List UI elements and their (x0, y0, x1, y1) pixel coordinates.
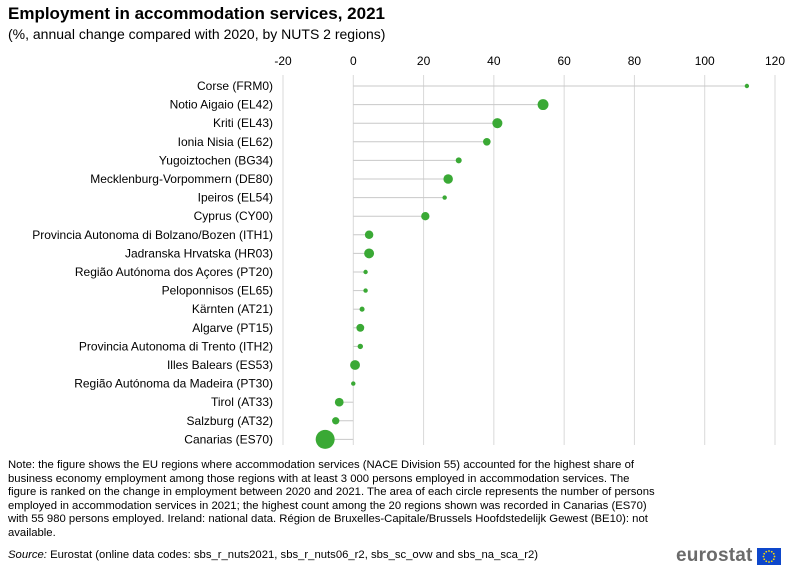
data-point (364, 230, 374, 240)
flag-star (762, 555, 764, 557)
category-label: Mecklenburg-Vorpommern (DE80) (90, 172, 273, 186)
category-label: Corse (FRM0) (197, 79, 273, 93)
category-label: Região Autónoma dos Açores (PT20) (75, 265, 273, 279)
data-point (351, 381, 356, 386)
category-label: Kriti (EL43) (213, 116, 273, 130)
data-point (744, 83, 750, 89)
data-point (455, 157, 462, 164)
data-point (364, 248, 375, 259)
x-tick-label: 60 (557, 54, 571, 68)
chart-title: Employment in accommodation services, 20… (8, 4, 385, 23)
category-label: Algarve (PT15) (192, 321, 273, 335)
x-tick-label: 20 (417, 54, 431, 68)
data-point (356, 323, 365, 332)
category-label: Salzburg (AT32) (187, 414, 273, 428)
x-tick-label: 40 (487, 54, 501, 68)
x-tick-label: 80 (628, 54, 642, 68)
data-point (537, 99, 549, 111)
chart-subtitle: (%, annual change compared with 2020, by… (8, 26, 386, 42)
data-point (315, 429, 335, 449)
data-point (421, 212, 430, 221)
category-label: Kärnten (AT21) (192, 302, 273, 316)
flag-star (770, 550, 773, 553)
data-point (363, 288, 368, 293)
category-label: Cyprus (CY00) (194, 209, 273, 223)
data-point (350, 360, 360, 370)
bubble-chart: -20 0 20 40 60 80 100 120 Corse (FRM0) Notio Aiga… (32, 54, 785, 449)
category-label: Ionia Nisia (EL62) (178, 135, 273, 149)
data-point (443, 174, 453, 184)
data-point (357, 343, 364, 350)
source-text: Eurostat (online data codes: sbs_r_nuts2… (46, 549, 539, 561)
x-tick-label: 120 (765, 54, 785, 68)
data-point (334, 397, 344, 407)
eu-flag-icon (756, 547, 781, 565)
category-label: Provincia Autonoma di Trento (ITH2) (79, 339, 273, 353)
flag-star (770, 559, 773, 562)
category-label: Canarias (ES70) (184, 432, 273, 446)
category-label: Ipeiros (EL54) (198, 191, 273, 205)
data-point (442, 195, 447, 200)
data-point (359, 306, 365, 312)
category-label: Illes Balears (ES53) (167, 358, 273, 372)
flag-star (764, 559, 767, 562)
data-point (363, 269, 368, 275)
flag-star (773, 555, 775, 557)
flag-star (772, 557, 775, 560)
flag-background (756, 547, 781, 565)
x-tick-label: 100 (695, 54, 715, 68)
data-point (483, 138, 491, 146)
x-tick-label: -20 (274, 54, 292, 68)
flag-star (767, 560, 770, 563)
flag-star (762, 552, 765, 555)
source-label: Source: (8, 549, 47, 561)
eurostat-logo: eurostat (676, 545, 781, 567)
flag-star (764, 550, 767, 553)
x-tick-label: 0 (350, 54, 357, 68)
category-label: Peloponnisos (EL65) (162, 284, 273, 298)
chart-source: Source: Eurostat (online data codes: sbs… (8, 549, 538, 561)
flag-star (762, 557, 765, 560)
logo-text: eurostat (676, 545, 753, 566)
category-label: Provincia Autonoma di Bolzano/Bozen (ITH… (32, 228, 273, 242)
category-label: Notio Aigaio (EL42) (170, 98, 273, 112)
chart-note: Note: the figure shows the EU regions wh… (8, 459, 655, 539)
data-point (332, 417, 340, 425)
category-label: Yugoiztochen (BG34) (159, 153, 273, 167)
category-label: Jadranska Hrvatska (HR03) (125, 246, 273, 260)
data-point (492, 118, 503, 129)
flag-star (767, 549, 770, 552)
category-label: Tirol (AT33) (211, 395, 273, 409)
category-label: Região Autónoma da Madeira (PT30) (74, 377, 273, 391)
flag-star (772, 552, 775, 555)
